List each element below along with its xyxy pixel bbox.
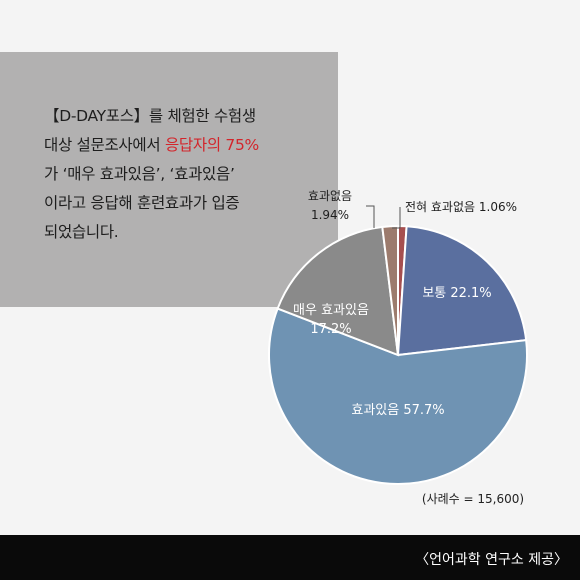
slice-label-5-2: 1.94% [311, 208, 349, 222]
intro-line-1: 【D-DAY포스】를 체험한 수험생 [44, 107, 256, 125]
slice-label-1: 전혀 효과없음 1.06% [405, 200, 517, 214]
pie-slice-3 [268, 307, 528, 485]
leader-line-5 [366, 205, 375, 228]
intro-highlight: 응답자의 75% [164, 136, 259, 154]
intro-box [0, 52, 338, 307]
slice-label-4-2: 17.2% [310, 322, 351, 337]
intro-line-2-text: 대상 설문조사에서 [44, 136, 165, 154]
pie-slice-5 [381, 224, 399, 356]
leader-line-1 [392, 207, 401, 229]
footer-bar [0, 535, 580, 580]
slice-labels: 전혀 효과없음 1.06% 보통 22.1% 효과있음 57.7% 매우 효과있음 17… [293, 189, 517, 418]
slice-label-5-1: 효과없음 [308, 189, 352, 203]
intro-line-3: 가 ‘매우 효과있음’, ‘효과있음’ [44, 165, 235, 183]
source-credit: 〈언어과학 연구소 제공〉 [415, 552, 568, 568]
intro-text: 【D-DAY포스】를 체험한 수험생 대상 설문조사에서 응답자의 75% 가 … [44, 102, 334, 247]
pie-slice-4 [276, 225, 400, 357]
intro-line-4: 이라고 응답해 훈련효과가 입증 [44, 194, 240, 212]
slice-label-3: 효과있음 57.7% [351, 403, 444, 418]
intro-line-5: 되었습니다. [44, 223, 119, 241]
slice-label-4-1: 매우 효과있음 [293, 303, 369, 318]
leader-lines [366, 205, 401, 229]
pie-slices [268, 224, 528, 485]
intro-line-2: 대상 설문조사에서 응답자의 75% [44, 131, 334, 160]
sample-size-note: (사례수 = 15,600) [422, 492, 524, 506]
pie-slice-2 [396, 225, 528, 357]
slice-label-2: 보통 22.1% [422, 286, 491, 301]
